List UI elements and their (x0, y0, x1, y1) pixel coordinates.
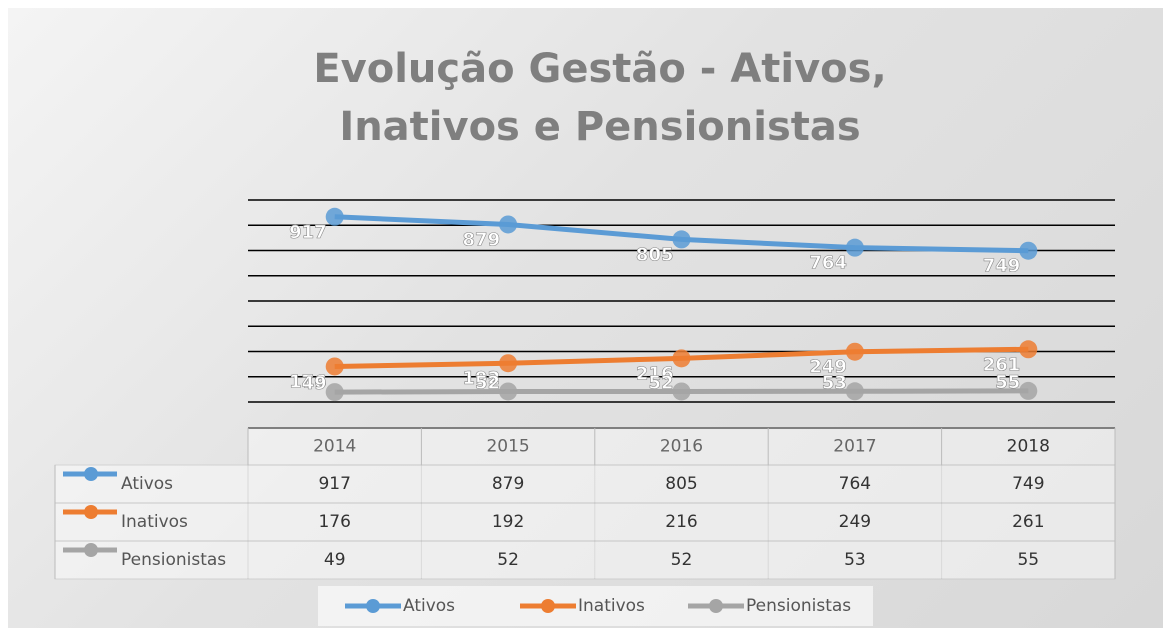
legend-label: Ativos (403, 596, 455, 616)
legend-key-marker (541, 599, 555, 613)
chart-background (8, 8, 1163, 628)
point-marker (672, 382, 691, 401)
point-marker (499, 215, 518, 234)
data-label: 55 (995, 372, 1020, 393)
table-row (54, 464, 1116, 504)
data-label: 53 (822, 372, 847, 393)
table-cell: 261 (1012, 512, 1044, 532)
table-cell: 249 (839, 512, 871, 532)
table-row (54, 540, 1116, 580)
point-marker (325, 207, 344, 226)
table-row-label: Pensionistas (121, 550, 226, 570)
data-label: 52 (648, 372, 673, 393)
data-label: 261 (983, 354, 1021, 375)
point-marker (1019, 381, 1038, 400)
point-marker (672, 230, 691, 249)
point-marker (1019, 340, 1038, 359)
table-cell: 52 (497, 550, 519, 570)
legend-key-marker (84, 543, 98, 557)
table-cell: 749 (1012, 474, 1044, 494)
data-label: 216 (636, 363, 674, 384)
table-cell: 764 (839, 474, 871, 494)
x-tick-label: 2015 (486, 437, 529, 457)
legend-label: Pensionistas (746, 596, 851, 616)
x-tick-label: 2018 (1007, 437, 1050, 457)
point-marker (845, 382, 864, 401)
point-marker (672, 349, 691, 368)
point-marker (845, 238, 864, 257)
point-marker (499, 354, 518, 373)
point-marker (499, 382, 518, 401)
legend-key-marker (709, 599, 723, 613)
data-label: 49 (302, 373, 327, 394)
point-marker (325, 357, 344, 376)
table-cell: 49 (324, 550, 346, 570)
data-label: 805 (636, 244, 674, 265)
data-label: 192 (463, 368, 501, 389)
table-cell: 216 (665, 512, 697, 532)
x-tick-label: 2014 (313, 437, 356, 457)
table-cell: 53 (844, 550, 866, 570)
data-label: 879 (463, 229, 501, 250)
table-row-label: Ativos (121, 474, 173, 494)
data-label: 249 (809, 357, 847, 378)
data-label: 749 (983, 256, 1021, 277)
point-marker (1019, 241, 1038, 260)
x-tick-label: 2017 (833, 437, 876, 457)
table-cell: 52 (671, 550, 693, 570)
data-label: 764 (809, 253, 847, 274)
chart-title: Evolução Gestão - Ativos, Inativos e Pen… (313, 46, 887, 150)
point-marker (325, 383, 344, 402)
legend-bg (318, 586, 873, 626)
table-row-label: Inativos (121, 512, 188, 532)
legend-key-marker (366, 599, 380, 613)
table-cell: 917 (318, 474, 350, 494)
data-label: 176 (289, 371, 327, 392)
table-cell: 176 (318, 512, 350, 532)
legend-key-marker (84, 505, 98, 519)
table-cell: 879 (492, 474, 524, 494)
data-label: 52 (475, 372, 500, 393)
legend-label: Inativos (578, 596, 645, 616)
x-tick-label: 2016 (660, 437, 703, 457)
table-cell: 192 (492, 512, 524, 532)
table-cell: 805 (665, 474, 697, 494)
table-cell: 55 (1017, 550, 1039, 570)
table-row (54, 502, 1116, 542)
point-marker (845, 342, 864, 361)
legend-key-marker (84, 467, 98, 481)
data-label: 917 (289, 222, 327, 243)
